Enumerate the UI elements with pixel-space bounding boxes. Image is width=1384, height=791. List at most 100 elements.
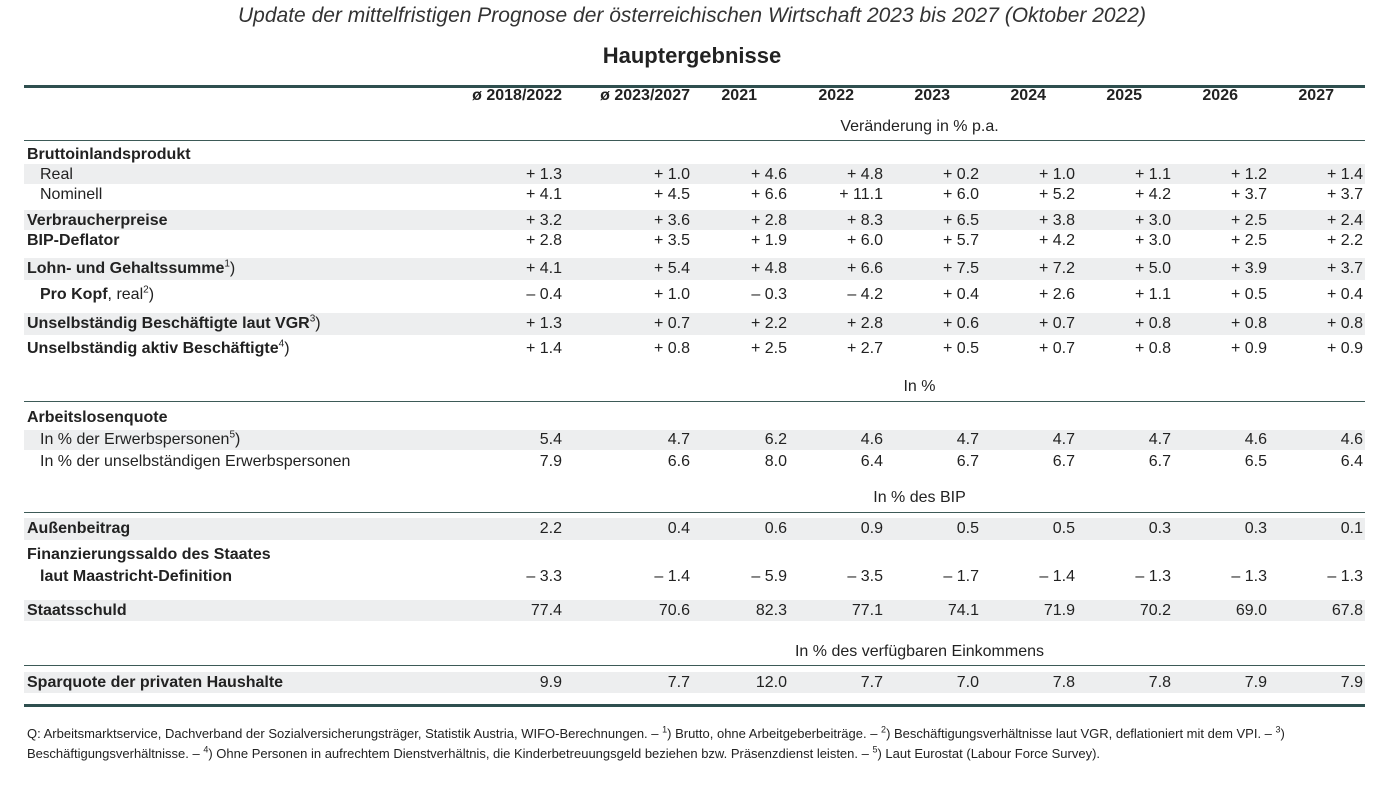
table-cell: 4.7 <box>956 431 979 448</box>
table-cell: + 2.2 <box>750 315 787 332</box>
section-rule <box>24 665 1365 666</box>
row-band <box>24 164 1365 184</box>
table-cell: + 0.8 <box>1134 340 1171 357</box>
table-cell: – 3.5 <box>847 568 883 585</box>
row-label: Real <box>40 166 73 183</box>
table-row: In % der unselbständigen Erwerbspersonen… <box>24 452 1365 472</box>
table-cell: + 2.4 <box>1326 212 1363 229</box>
table-cell: + 1.4 <box>525 340 562 357</box>
table-cell: + 7.2 <box>1038 260 1075 277</box>
table-cell: 2.2 <box>539 520 562 537</box>
table-cell: – 0.4 <box>526 286 562 303</box>
table-cell: + 0.5 <box>1230 286 1267 303</box>
col-header-2023: 2023 <box>914 87 950 104</box>
table-cell: + 3.7 <box>1326 186 1363 203</box>
table-cell: + 1.2 <box>1230 166 1267 183</box>
table-cell: + 4.1 <box>525 186 562 203</box>
table-cell: + 7.5 <box>942 260 979 277</box>
table-cell: 0.3 <box>1148 520 1171 537</box>
table-cell: 4.7 <box>1148 431 1171 448</box>
table-cell: 7.9 <box>1244 674 1267 691</box>
table-cell: + 5.0 <box>1134 260 1171 277</box>
table-cell: 6.2 <box>764 431 787 448</box>
table-cell: 6.6 <box>667 453 690 470</box>
table-cell: + 6.6 <box>846 260 883 277</box>
table-cell: + 2.5 <box>1230 232 1267 249</box>
table-cell: + 2.5 <box>750 340 787 357</box>
row-label: In % der Erwerbspersonen5) <box>40 429 241 448</box>
table-row: Pro Kopf, real2) – 0.4 + 1.0 – 0.3 – 4.2… <box>24 285 1365 305</box>
row-label: Verbraucherpreise <box>27 212 168 229</box>
table-cell: 0.5 <box>956 520 979 537</box>
table-cell: + 3.5 <box>653 232 690 249</box>
table-cell: + 1.4 <box>1326 166 1363 183</box>
table-cell: 6.4 <box>1340 453 1363 470</box>
table-cell: + 0.2 <box>942 166 979 183</box>
table-cell: – 1.4 <box>654 568 690 585</box>
table-cell: + 3.9 <box>1230 260 1267 277</box>
table-cell: + 3.0 <box>1134 232 1171 249</box>
table-cell: + 0.9 <box>1230 340 1267 357</box>
table-row: Bruttoinlandsprodukt <box>24 145 1365 165</box>
table-cell: + 1.9 <box>750 232 787 249</box>
table-cell: – 0.3 <box>751 286 787 303</box>
table-cell: – 1.7 <box>943 568 979 585</box>
table-cell: + 2.7 <box>846 340 883 357</box>
col-header-avg-2018-2022: ø 2018/2022 <box>472 87 562 104</box>
table-row: Verbraucherpreise + 3.2 + 3.6 + 2.8 + 8.… <box>24 211 1365 231</box>
table-cell: 4.6 <box>860 431 883 448</box>
table-row: Lohn- und Gehaltssumme1) + 4.1 + 5.4 + 4… <box>24 259 1365 279</box>
table-cell: + 1.1 <box>1134 166 1171 183</box>
table-cell: 7.8 <box>1148 674 1171 691</box>
section-rule <box>24 140 1365 141</box>
row-band <box>24 518 1365 540</box>
table-cell: + 2.2 <box>1326 232 1363 249</box>
col-header-2021: 2021 <box>721 87 757 104</box>
unit-label-income: In % des verfügbaren Einkommens <box>794 643 1044 660</box>
table-row: Real + 1.3 + 1.0 + 4.6 + 4.8 + 0.2 + 1.0… <box>24 165 1365 185</box>
table-cell: + 1.3 <box>525 166 562 183</box>
row-label: Lohn- und Gehaltssumme1) <box>27 258 236 277</box>
table-row: Außenbeitrag 2.2 0.4 0.6 0.9 0.5 0.5 0.3… <box>24 519 1365 539</box>
row-band <box>24 210 1365 230</box>
table-cell: + 1.0 <box>653 286 690 303</box>
table-cell: 12.0 <box>755 674 787 691</box>
table-cell: + 2.8 <box>750 212 787 229</box>
row-label: In % der unselbständigen Erwerbspersonen <box>40 453 351 470</box>
table-row: Staatsschuld 77.4 70.6 82.3 77.1 74.1 71… <box>24 601 1365 621</box>
table-cell: + 4.8 <box>846 166 883 183</box>
col-header-2026: 2026 <box>1202 87 1238 104</box>
row-label: Finanzierungssaldo des Staates <box>27 546 271 563</box>
table-cell: 0.4 <box>667 520 690 537</box>
row-band <box>24 313 1365 335</box>
unit-label-percent: In % <box>903 378 936 395</box>
header-top-rule <box>24 85 1365 88</box>
table-cell: 77.1 <box>851 602 883 619</box>
table-cell: 7.9 <box>1340 674 1363 691</box>
table-cell: + 0.8 <box>653 340 690 357</box>
row-label: Staatsschuld <box>27 602 127 619</box>
table-cell: + 1.0 <box>1038 166 1075 183</box>
table-cell: 82.3 <box>755 602 787 619</box>
table-cell: 0.5 <box>1052 520 1075 537</box>
table-row: Unselbständig aktiv Beschäftigte4) + 1.4… <box>24 339 1365 359</box>
table-cell: 7.8 <box>1052 674 1075 691</box>
row-label: Sparquote der privaten Haushalte <box>27 674 284 691</box>
table-cell: + 6.0 <box>846 232 883 249</box>
table-cell: 4.7 <box>1052 431 1075 448</box>
table-row: In % der Erwerbspersonen5) 5.4 4.7 6.2 4… <box>24 430 1365 450</box>
table-cell: – 4.2 <box>847 286 883 303</box>
table-cell: + 3.0 <box>1134 212 1171 229</box>
table-cell: 77.4 <box>530 602 562 619</box>
table-cell: 7.7 <box>667 674 690 691</box>
table-cell: 67.8 <box>1331 602 1363 619</box>
table-cell: – 5.9 <box>751 568 787 585</box>
table-cell: + 2.5 <box>1230 212 1267 229</box>
document-title: Update der mittelfristigen Prognose der … <box>238 4 1146 27</box>
table-subtitle: Hauptergebnisse <box>602 43 782 68</box>
table-cell: + 3.7 <box>1326 260 1363 277</box>
table-cell: – 1.3 <box>1327 568 1363 585</box>
table-cell: + 3.6 <box>653 212 690 229</box>
table-cell: 7.0 <box>956 674 979 691</box>
table-cell: + 11.1 <box>839 186 883 203</box>
